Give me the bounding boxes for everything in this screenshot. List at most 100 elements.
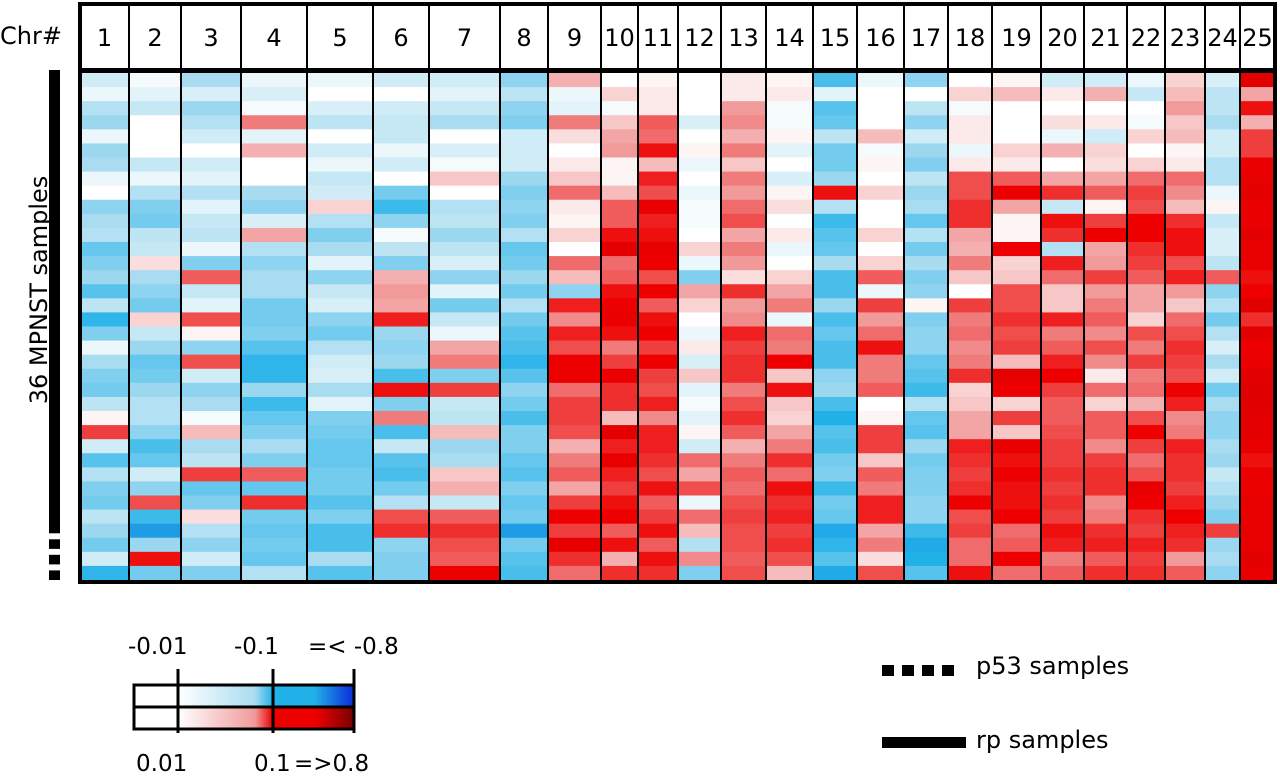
rp-group-bar <box>49 70 60 527</box>
cell-r3-chr15 <box>813 101 857 116</box>
cell-r4-chr1 <box>80 115 129 130</box>
cell-r19-chr2 <box>129 326 181 342</box>
cell-r31-chr13 <box>721 495 766 511</box>
cell-r21-chr23 <box>1165 354 1205 370</box>
cell-r17-chr16 <box>857 298 904 314</box>
cell-r9-chr22 <box>1127 185 1165 201</box>
cell-r15-chr7 <box>429 270 500 285</box>
cell-r5-chr24 <box>1205 129 1240 145</box>
cell-r34-chr10 <box>601 537 638 553</box>
cell-r31-chr18 <box>948 495 992 511</box>
cell-r36-chr12 <box>678 565 721 581</box>
cell-r22-chr15 <box>813 368 857 384</box>
cell-r29-chr18 <box>948 467 992 483</box>
cell-r32-chr19 <box>992 509 1041 525</box>
cell-r12-chr21 <box>1084 227 1127 243</box>
cell-r32-chr5 <box>307 509 373 525</box>
cell-r17-chr22 <box>1127 298 1165 314</box>
y-axis-label: 36 MPNST samples <box>25 176 53 405</box>
cell-r14-chr15 <box>813 256 857 271</box>
cell-r11-chr6 <box>373 213 429 229</box>
cell-r11-chr25 <box>1240 213 1275 229</box>
cell-r22-chr19 <box>992 368 1041 384</box>
cell-r33-chr13 <box>721 523 766 539</box>
cell-r32-chr11 <box>638 509 678 525</box>
cell-r4-chr22 <box>1127 115 1165 130</box>
cell-r12-chr9 <box>548 227 601 243</box>
cell-r10-chr25 <box>1240 199 1275 215</box>
cell-r2-chr1 <box>80 87 129 102</box>
cell-r31-chr7 <box>429 495 500 511</box>
cell-r2-chr18 <box>948 87 992 102</box>
cell-r11-chr20 <box>1041 213 1084 229</box>
cell-r14-chr2 <box>129 256 181 271</box>
cell-r4-chr9 <box>548 115 601 130</box>
cell-r25-chr3 <box>181 411 241 426</box>
cell-r15-chr8 <box>500 270 548 285</box>
cell-r4-chr19 <box>992 115 1041 130</box>
cell-r16-chr12 <box>678 284 721 299</box>
cell-r11-chr9 <box>548 213 601 229</box>
cell-r21-chr18 <box>948 354 992 370</box>
cell-r34-chr11 <box>638 537 678 553</box>
cell-r15-chr25 <box>1240 270 1275 285</box>
cell-r22-chr4 <box>241 368 307 384</box>
cell-r33-chr7 <box>429 523 500 539</box>
cell-r8-chr3 <box>181 171 241 187</box>
cell-r35-chr17 <box>904 551 948 567</box>
cell-r14-chr19 <box>992 256 1041 271</box>
cell-r35-chr20 <box>1041 551 1084 567</box>
cell-r10-chr23 <box>1165 199 1205 215</box>
cell-r3-chr17 <box>904 101 948 116</box>
rp-key-symbol <box>882 737 966 748</box>
cell-r21-chr2 <box>129 354 181 370</box>
cell-r16-chr24 <box>1205 284 1240 299</box>
cell-r32-chr14 <box>766 509 813 525</box>
cell-r2-chr12 <box>678 87 721 102</box>
cell-r20-chr4 <box>241 340 307 356</box>
cell-r7-chr11 <box>638 157 678 173</box>
cell-r3-chr25 <box>1240 101 1275 116</box>
cell-r9-chr16 <box>857 185 904 201</box>
cell-r31-chr4 <box>241 495 307 511</box>
cell-r31-chr6 <box>373 495 429 511</box>
cell-r36-chr10 <box>601 565 638 581</box>
chromosome-label-3: 3 <box>203 24 218 52</box>
cell-r15-chr4 <box>241 270 307 285</box>
cell-r17-chr19 <box>992 298 1041 314</box>
cell-r34-chr17 <box>904 537 948 553</box>
cell-r35-chr11 <box>638 551 678 567</box>
cell-r1-chr11 <box>638 73 678 88</box>
cell-r21-chr21 <box>1084 354 1127 370</box>
cell-r17-chr25 <box>1240 298 1275 314</box>
cell-r5-chr25 <box>1240 129 1275 145</box>
cell-r25-chr18 <box>948 411 992 426</box>
chromosome-label-23: 23 <box>1170 24 1201 52</box>
cell-r29-chr8 <box>500 467 548 483</box>
cell-r5-chr5 <box>307 129 373 145</box>
cell-r18-chr1 <box>80 312 129 328</box>
cell-r36-chr24 <box>1205 565 1240 581</box>
cell-r2-chr8 <box>500 87 548 102</box>
cell-r11-chr17 <box>904 213 948 229</box>
cell-r9-chr11 <box>638 185 678 201</box>
cell-r11-chr21 <box>1084 213 1127 229</box>
cell-r12-chr10 <box>601 227 638 243</box>
chromosome-label-22: 22 <box>1131 24 1162 52</box>
cell-r7-chr8 <box>500 157 548 173</box>
cell-r15-chr16 <box>857 270 904 285</box>
cell-r16-chr22 <box>1127 284 1165 299</box>
cell-r35-chr15 <box>813 551 857 567</box>
cell-r26-chr25 <box>1240 425 1275 440</box>
cell-r26-chr3 <box>181 425 241 440</box>
cell-r32-chr12 <box>678 509 721 525</box>
cell-r7-chr24 <box>1205 157 1240 173</box>
cell-r21-chr12 <box>678 354 721 370</box>
cell-r11-chr19 <box>992 213 1041 229</box>
cell-r27-chr4 <box>241 439 307 454</box>
cell-r6-chr25 <box>1240 143 1275 159</box>
cell-r10-chr10 <box>601 199 638 215</box>
legend-loss-label-2: -0.1 <box>234 634 279 660</box>
cell-r34-chr5 <box>307 537 373 553</box>
cell-r4-chr8 <box>500 115 548 130</box>
